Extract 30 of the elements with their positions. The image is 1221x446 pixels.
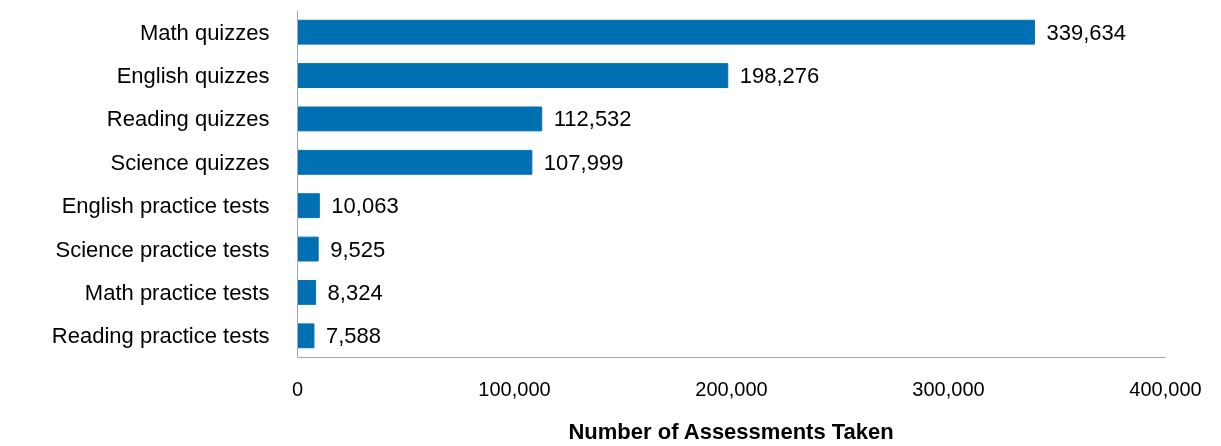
y-tick-label: Reading quizzes bbox=[106, 106, 270, 132]
y-tick-label: Reading practice tests bbox=[51, 323, 270, 349]
x-tick-label: 0 bbox=[291, 377, 304, 400]
bar bbox=[297, 149, 533, 175]
data-label: 7,588 bbox=[325, 323, 382, 349]
x-axis-title: Number of Assessments Taken bbox=[568, 418, 894, 444]
data-label: 339,634 bbox=[1046, 19, 1127, 45]
data-label: 198,276 bbox=[739, 63, 820, 89]
x-tick-label: 300,000 bbox=[912, 377, 985, 400]
data-label: 9,525 bbox=[330, 236, 386, 262]
y-tick-label: Science practice tests bbox=[55, 236, 270, 262]
bar bbox=[297, 106, 543, 132]
bar bbox=[297, 19, 1036, 45]
bar bbox=[297, 63, 729, 88]
y-tick-label: English quizzes bbox=[116, 63, 270, 89]
x-tick-label: 100,000 bbox=[478, 377, 551, 400]
bar bbox=[297, 193, 320, 219]
bar bbox=[297, 323, 315, 349]
x-tick-label: 400,000 bbox=[1129, 377, 1202, 400]
bar bbox=[297, 280, 317, 305]
data-label: 112,532 bbox=[553, 106, 632, 132]
data-label: 107,999 bbox=[543, 149, 624, 175]
y-tick-label: Science quizzes bbox=[110, 149, 270, 175]
x-tick-label: 200,000 bbox=[695, 377, 768, 400]
data-label: 10,063 bbox=[331, 193, 399, 219]
y-tick-label: Math practice tests bbox=[84, 279, 270, 305]
y-tick-label: English practice tests bbox=[61, 193, 270, 219]
data-label: 8,324 bbox=[327, 279, 383, 305]
bar bbox=[297, 236, 319, 262]
y-tick-label: Math quizzes bbox=[139, 19, 270, 45]
